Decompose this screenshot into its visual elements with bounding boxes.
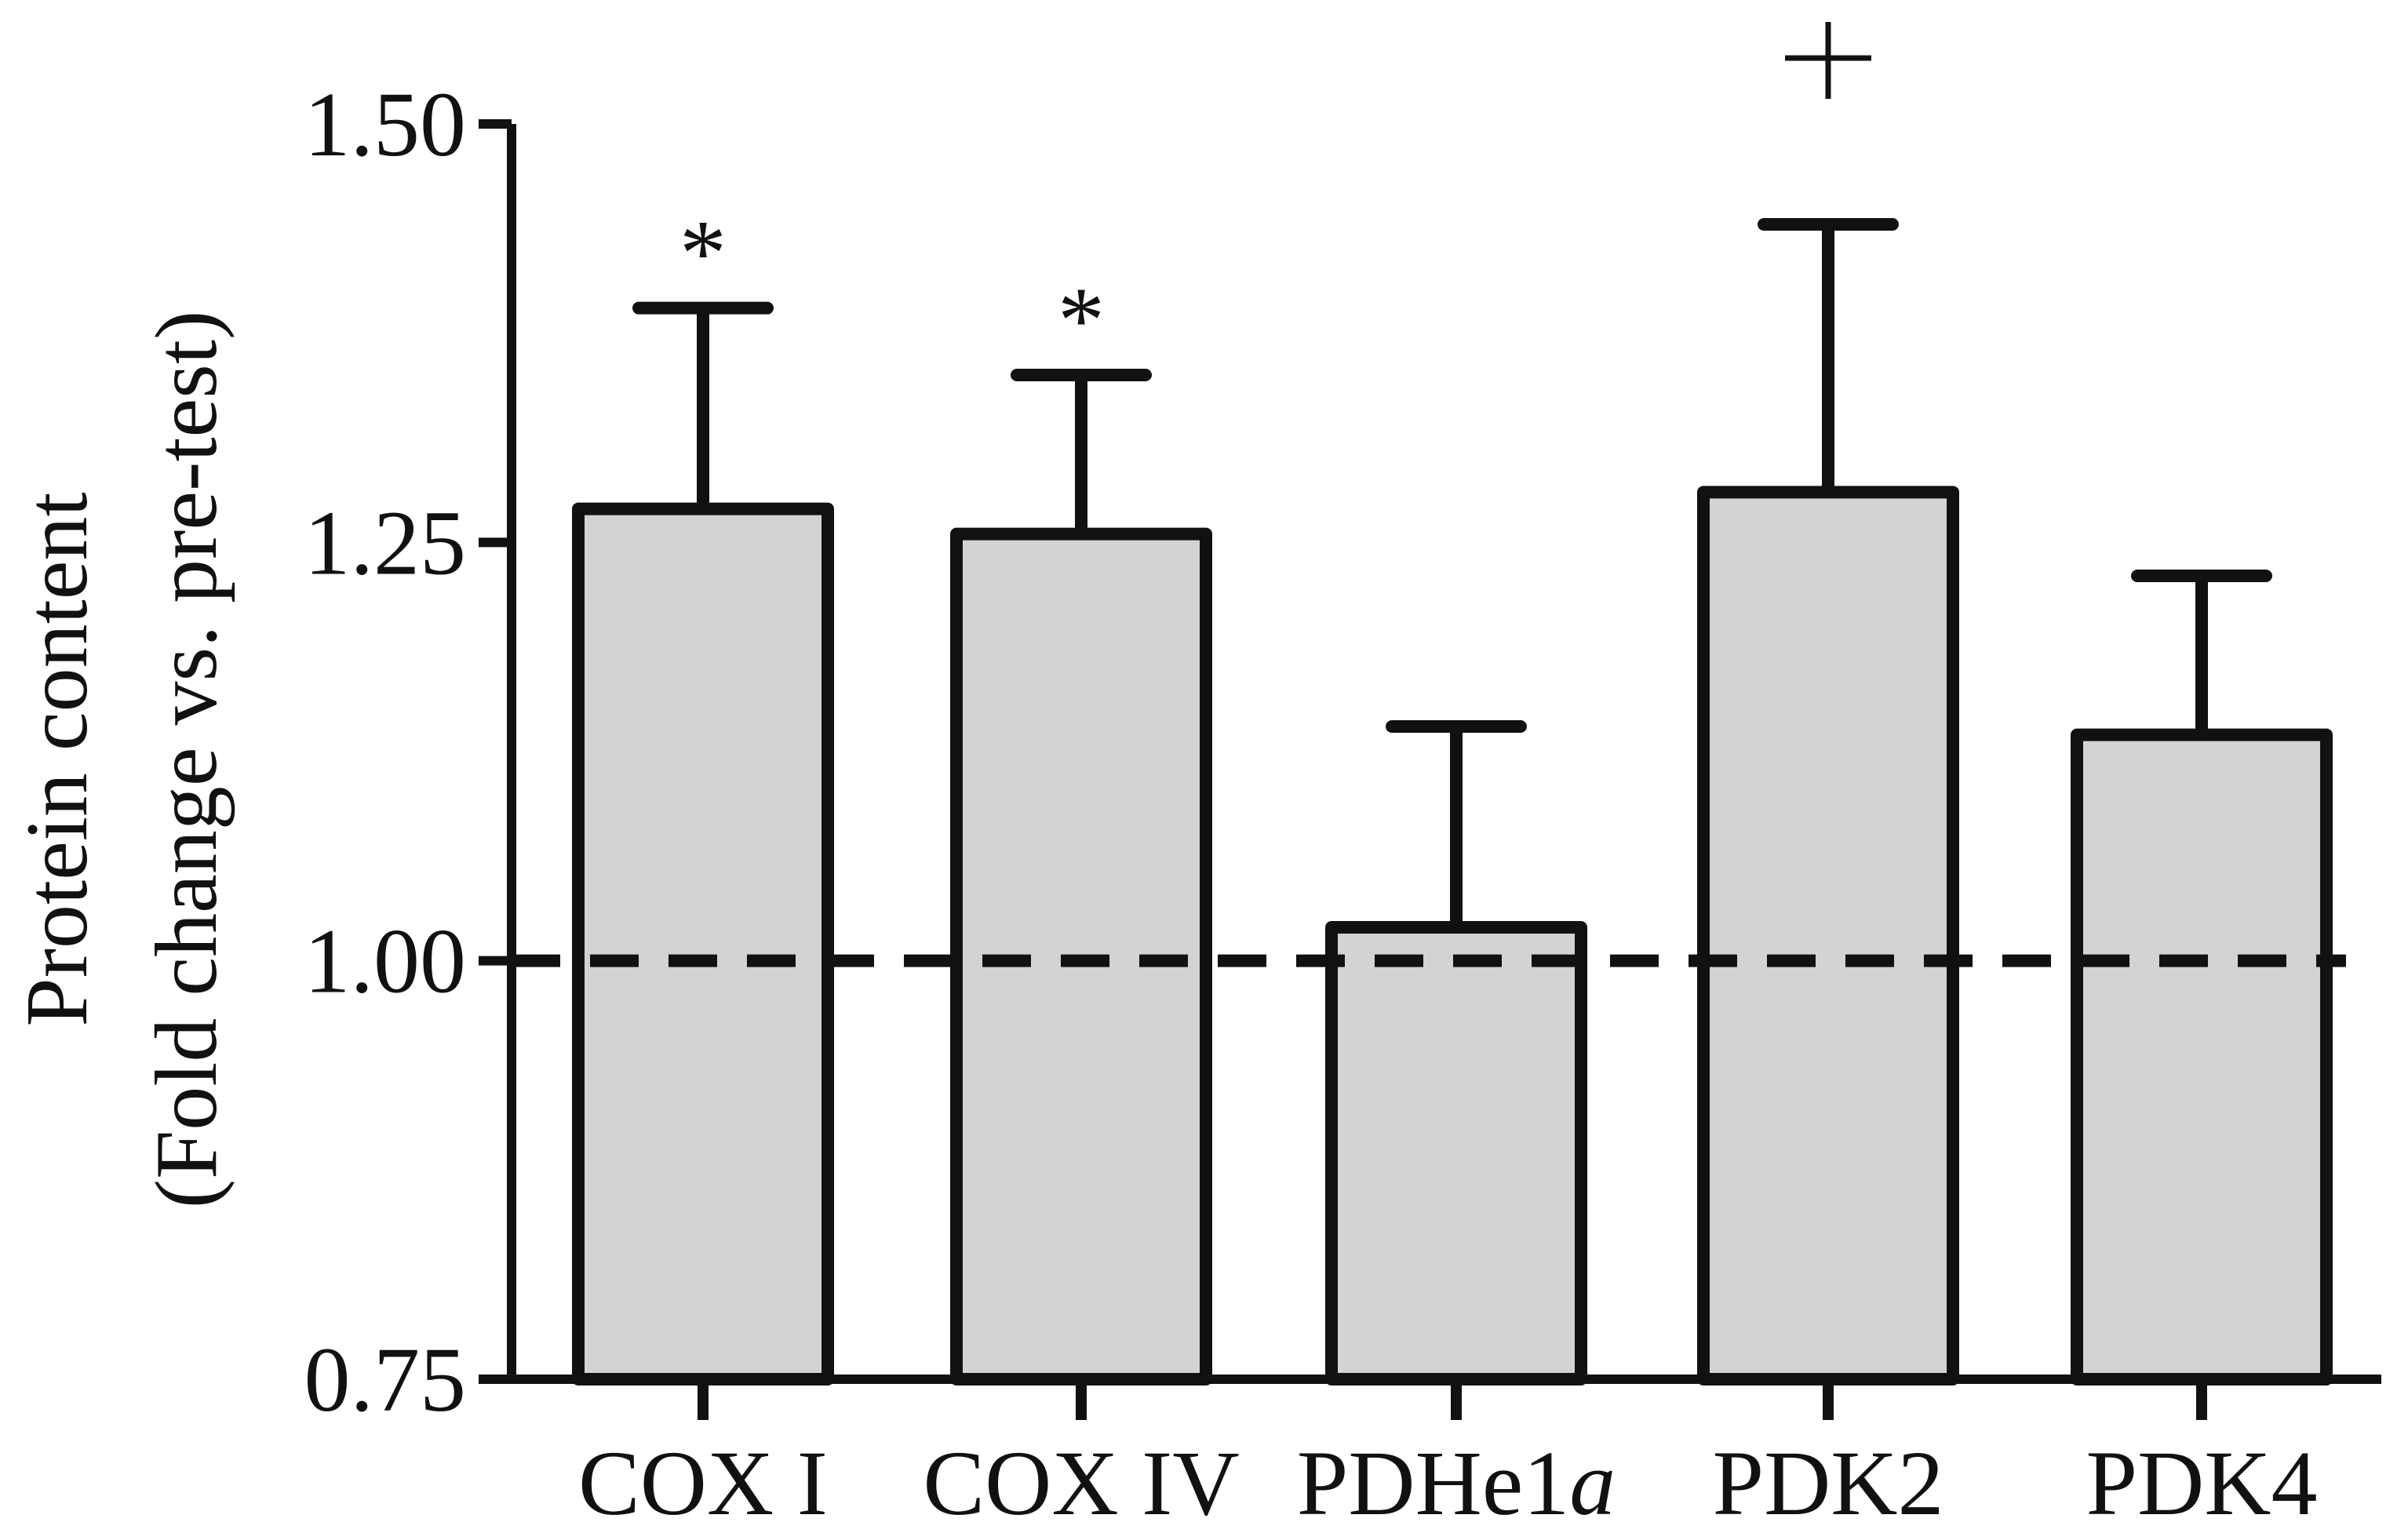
x-tick-label-text: PDK4 [2086,1432,2317,1522]
y-tick-label: 0.75 [304,1328,467,1431]
x-tick-label: COX I [578,1432,828,1522]
bar [572,502,834,1386]
y-axis-title: Protein content (Fold change vs. pre-tes… [9,311,235,1209]
x-tick-label-text: PDK2 [1712,1432,1944,1522]
x-tick-label-text: PDHe1 [1297,1432,1569,1522]
x-tick-label: PDK2 [1712,1432,1944,1522]
bar [2071,728,2333,1385]
bar [1697,486,1959,1385]
bars-layer [572,486,2333,1386]
bar [1325,921,1587,1385]
significance-mark: * [1058,268,1105,372]
x-tick-label-text: COX I [578,1432,828,1522]
x-tick-label: PDHe1a [1297,1432,1616,1522]
x-tick-label: COX IV [923,1432,1239,1522]
y-axis-title-line1: Protein content [9,492,106,1026]
axes-layer [479,119,2381,1420]
y-tick-label: 1.25 [304,491,467,594]
x-tick-label: PDK4 [2086,1432,2317,1522]
significance-mark: * [679,201,727,305]
labels-layer: * COX I * COX IV PDHe1a PDK2 PDK4 0.75 1.00 1.25 1… [304,22,2318,1522]
x-tick-label-text: COX IV [923,1432,1239,1522]
y-tick-label: 1.50 [304,73,467,176]
error-bars-layer [632,218,2272,927]
x-tick-label-suffix: a [1569,1432,1616,1522]
y-tick-label: 1.00 [304,910,467,1013]
y-axis-title-line2: (Fold change vs. pre-test) [138,311,235,1209]
